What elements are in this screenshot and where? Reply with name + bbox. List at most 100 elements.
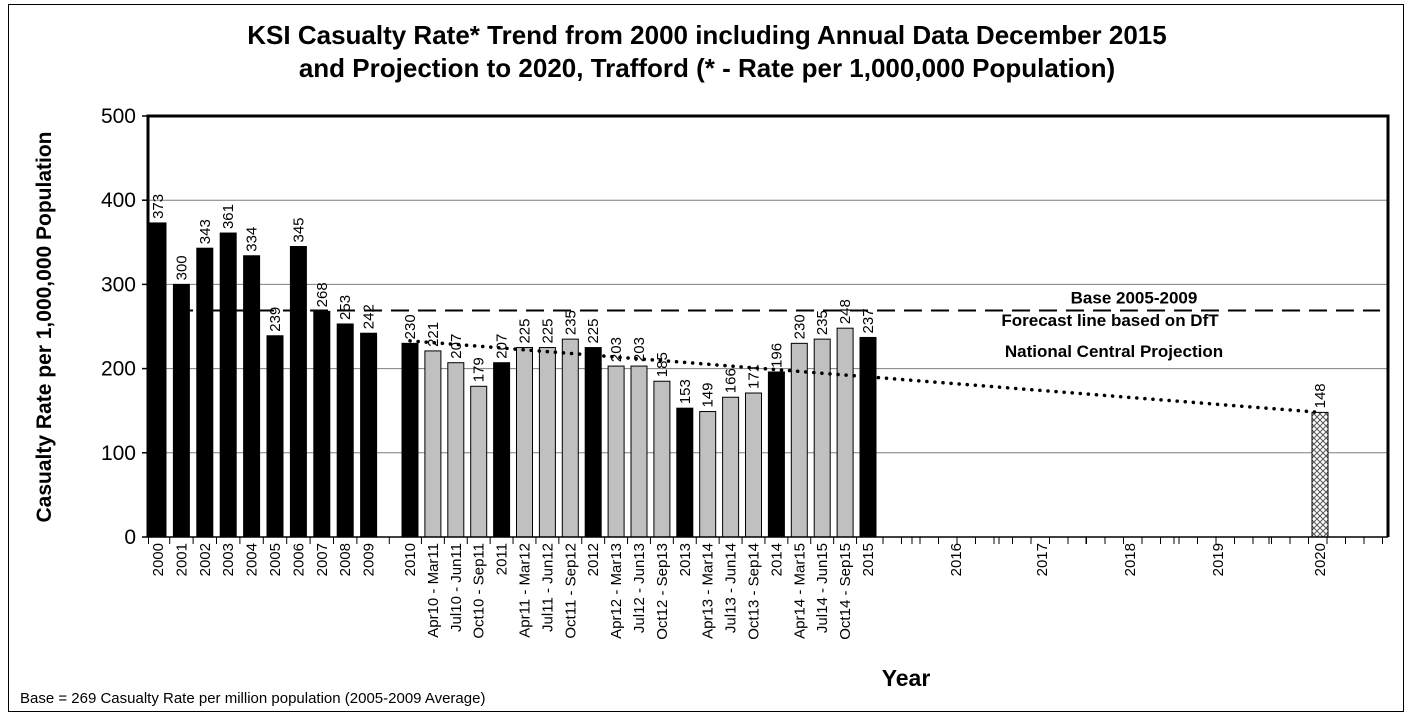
bar — [336, 323, 354, 538]
x-tick-label: Jul14 - Jun15 — [814, 543, 831, 633]
x-tick-label: 2015 — [860, 543, 877, 576]
data-label: 235 — [814, 310, 831, 335]
bar — [1311, 411, 1329, 538]
data-label: 300 — [173, 255, 190, 280]
chart-subtitle: and Projection to 2020, Trafford (* - Ra… — [298, 53, 1116, 83]
x-tick-label: Jul12 - Jun13 — [631, 543, 648, 633]
bar — [401, 342, 419, 538]
x-tick-label: Apr13 - Mar14 — [700, 543, 717, 639]
bar — [630, 365, 648, 538]
data-label: 345 — [290, 217, 307, 242]
x-tick-label: 2012 — [585, 543, 602, 576]
data-label: 221 — [425, 322, 442, 347]
data-label: 203 — [608, 337, 625, 362]
bar — [836, 327, 854, 538]
bar — [699, 411, 717, 538]
chart-frame — [8, 4, 1404, 712]
data-label: 230 — [791, 314, 808, 339]
bar — [859, 336, 877, 538]
data-label: 207 — [494, 334, 511, 359]
forecast-label-line1: Forecast line based on DfT — [1001, 311, 1219, 330]
data-label: 242 — [361, 304, 378, 329]
data-label: 171 — [746, 364, 763, 389]
data-label: 230 — [402, 314, 419, 339]
x-tick-label: 2005 — [267, 543, 284, 576]
bar — [424, 350, 442, 538]
footnote: Base = 269 Casualty Rate per million pop… — [20, 690, 486, 707]
x-tick-label: 2009 — [361, 543, 378, 576]
x-tick-label: 2011 — [494, 543, 511, 575]
x-tick-label: 2019 — [1210, 543, 1227, 576]
bar — [745, 392, 762, 538]
data-label: 225 — [539, 319, 556, 344]
y-tick-label: 100 — [101, 442, 136, 465]
x-tick-label: 2001 — [173, 543, 190, 576]
y-tick-label: 300 — [101, 273, 136, 296]
bar — [266, 335, 284, 538]
data-label: 225 — [517, 319, 534, 344]
bar — [313, 310, 331, 538]
bar — [360, 332, 378, 538]
data-label: 237 — [860, 308, 877, 333]
chart-title: KSI Casualty Rate* Trend from 2000 inclu… — [247, 20, 1167, 50]
x-tick-label: Oct11 - Sep12 — [562, 543, 579, 639]
y-tick-label: 500 — [101, 105, 136, 128]
bar — [470, 385, 488, 538]
data-label: 253 — [337, 295, 354, 320]
x-tick-label: Oct12 - Sep13 — [654, 543, 671, 640]
y-tick-label: 200 — [101, 358, 136, 381]
x-tick-label: 2013 — [677, 543, 694, 576]
x-tick-label: Jul13 - Jun14 — [723, 543, 740, 633]
x-tick-label: Apr10 - Mar11 — [425, 543, 442, 638]
bar — [447, 362, 465, 538]
bar — [493, 362, 511, 538]
data-label: 248 — [837, 299, 854, 324]
data-label: 153 — [677, 379, 694, 404]
x-tick-label: Jul10 - Jun11 — [448, 543, 465, 632]
data-label: 334 — [244, 227, 261, 252]
x-tick-label: 2010 — [402, 543, 419, 576]
data-label: 207 — [448, 334, 465, 359]
x-tick-label: 2003 — [220, 543, 237, 576]
y-axis-title: Casualty Rate per 1,000,000 Population — [33, 132, 56, 523]
bar — [607, 365, 625, 538]
x-tick-label: Apr14 - Mar15 — [791, 543, 808, 639]
data-label: 149 — [700, 383, 717, 408]
bar — [149, 222, 167, 538]
x-tick-label: Oct13 - Sep14 — [746, 543, 763, 640]
x-axis-title: Year — [882, 665, 931, 691]
data-label: 179 — [471, 357, 488, 382]
bar — [653, 380, 671, 538]
x-tick-label: Jul11 - Jun12 — [539, 543, 556, 632]
bar — [584, 347, 602, 538]
base-line-label: Base 2005-2009 — [1071, 289, 1198, 308]
x-tick-label: 2004 — [244, 543, 261, 576]
bar — [722, 396, 740, 538]
bar — [516, 347, 533, 538]
x-tick-label: 2020 — [1312, 543, 1329, 576]
x-tick-label: Oct14 - Sep15 — [837, 543, 854, 640]
data-label: 373 — [150, 194, 167, 219]
forecast-line — [408, 339, 1322, 415]
x-tick-label: 2014 — [768, 543, 785, 576]
data-label: 235 — [562, 310, 579, 335]
x-tick-label: 2008 — [337, 543, 354, 576]
x-tick-label: Apr11 - Mar12 — [517, 543, 534, 638]
x-tick-label: 2000 — [150, 543, 167, 576]
bar — [172, 283, 190, 538]
plot-border — [146, 114, 1390, 537]
data-label: 225 — [585, 319, 602, 344]
y-tick-label: 0 — [124, 526, 136, 549]
data-label: 196 — [768, 343, 785, 368]
data-label: 361 — [220, 204, 237, 229]
bar — [243, 255, 261, 538]
x-tick-label: Apr12 - Mar13 — [608, 543, 625, 639]
bar — [813, 338, 831, 538]
y-tick-label: 400 — [101, 189, 136, 212]
x-tick-label: 2016 — [948, 543, 965, 576]
data-label: 185 — [654, 352, 671, 377]
data-label: 268 — [314, 282, 331, 307]
bar — [196, 247, 214, 538]
data-label: 148 — [1312, 383, 1329, 408]
bar — [561, 338, 579, 538]
